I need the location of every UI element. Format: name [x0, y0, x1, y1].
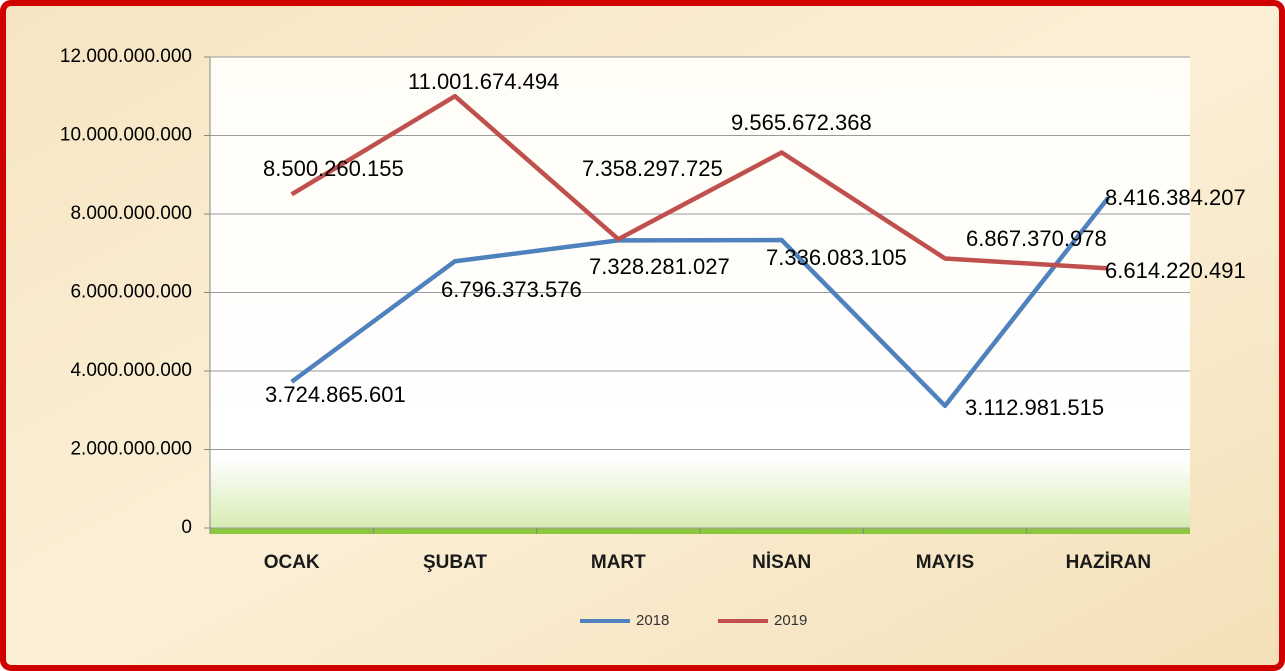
data-label: 9.565.672.368 — [731, 110, 872, 135]
data-label: 3.112.981.515 — [965, 395, 1104, 420]
y-tick-label: 0 — [181, 517, 192, 538]
y-tick-label: 12.000.000.000 — [60, 46, 192, 67]
x-tick-label: ŞUBAT — [423, 552, 487, 573]
y-tick-label: 2.000.000.000 — [70, 439, 192, 460]
data-label: 3.724.865.601 — [265, 382, 406, 407]
legend-label: 2019 — [774, 612, 807, 629]
line-series — [290, 93, 1109, 271]
x-tick-label: NİSAN — [752, 552, 811, 573]
data-label: 6.614.220.491 — [1105, 258, 1246, 283]
data-label: 6.867.370.978 — [966, 226, 1107, 251]
legend-label: 2018 — [636, 612, 669, 629]
x-tick-label: MAYIS — [916, 552, 974, 573]
data-label: 8.416.384.207 — [1105, 185, 1246, 210]
data-label: 11.001.674.494 — [408, 69, 559, 94]
line-series — [290, 196, 1111, 409]
data-label: 7.358.297.725 — [582, 156, 723, 181]
x-tick-label: OCAK — [264, 552, 320, 573]
data-label: 7.328.281.027 — [589, 254, 730, 279]
y-tick-label: 10.000.000.000 — [60, 125, 192, 146]
y-tick-label: 6.000.000.000 — [70, 282, 192, 303]
y-tick-label: 8.000.000.000 — [70, 203, 192, 224]
x-tick-label: MART — [591, 552, 646, 573]
x-tick-label: HAZİRAN — [1066, 552, 1152, 573]
data-label: 6.796.373.576 — [441, 277, 582, 302]
data-label: 8.500.260.155 — [263, 156, 404, 181]
data-label: 7.336.083.105 — [766, 245, 907, 270]
y-tick-label: 4.000.000.000 — [70, 360, 192, 381]
